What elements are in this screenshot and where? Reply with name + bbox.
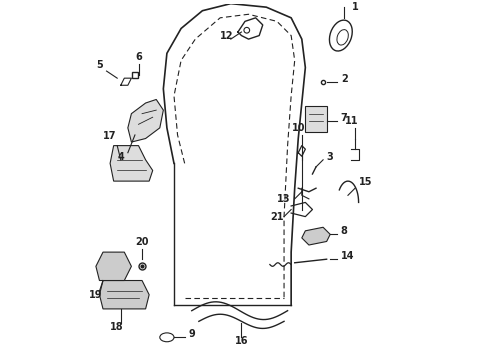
Text: 2: 2 [341, 74, 347, 84]
Text: 3: 3 [327, 152, 333, 162]
Polygon shape [110, 145, 153, 181]
Text: 9: 9 [188, 329, 195, 339]
Text: 1: 1 [351, 2, 358, 12]
Polygon shape [128, 99, 163, 142]
Text: 15: 15 [359, 177, 372, 187]
Polygon shape [302, 227, 330, 245]
Text: 5: 5 [96, 59, 103, 69]
Text: 13: 13 [277, 194, 291, 204]
Text: 18: 18 [110, 322, 124, 332]
Text: 4: 4 [118, 152, 124, 162]
Text: 8: 8 [341, 226, 348, 237]
FancyBboxPatch shape [305, 106, 327, 132]
Text: 17: 17 [103, 131, 117, 140]
Text: 12: 12 [220, 31, 234, 41]
Text: 7: 7 [341, 113, 347, 123]
Polygon shape [99, 280, 149, 309]
Text: 10: 10 [292, 123, 305, 134]
Text: 14: 14 [341, 251, 354, 261]
Text: 21: 21 [270, 212, 284, 222]
Text: 6: 6 [135, 53, 142, 62]
Text: 16: 16 [235, 336, 248, 346]
Polygon shape [96, 252, 131, 280]
Text: 20: 20 [135, 237, 149, 247]
Text: 19: 19 [89, 290, 102, 300]
Text: 11: 11 [345, 116, 358, 126]
